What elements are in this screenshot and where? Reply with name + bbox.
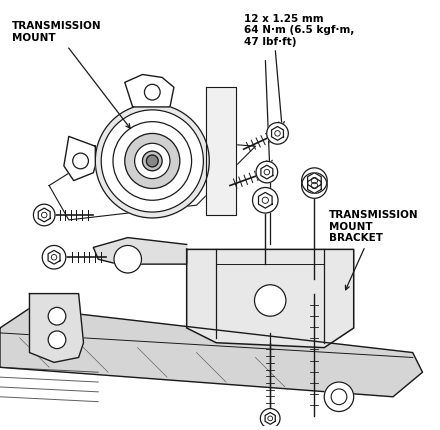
Circle shape: [302, 168, 327, 194]
Polygon shape: [93, 238, 187, 264]
Polygon shape: [258, 192, 272, 208]
Polygon shape: [64, 136, 95, 181]
Text: 12 x 1.25 mm
64 N·m (6.5 kgf·m,
47 lbf·ft): 12 x 1.25 mm 64 N·m (6.5 kgf·m, 47 lbf·f…: [244, 14, 354, 47]
Polygon shape: [271, 126, 283, 140]
Circle shape: [256, 161, 278, 183]
Circle shape: [260, 408, 280, 428]
Circle shape: [125, 133, 180, 188]
Circle shape: [324, 382, 354, 412]
Polygon shape: [265, 412, 275, 424]
Polygon shape: [308, 178, 321, 194]
Circle shape: [33, 204, 55, 226]
Circle shape: [114, 246, 142, 273]
Circle shape: [113, 122, 191, 200]
Circle shape: [253, 187, 278, 213]
Circle shape: [144, 84, 160, 100]
Polygon shape: [125, 74, 174, 107]
Circle shape: [143, 151, 162, 171]
Circle shape: [135, 143, 170, 178]
Text: TRANSMISSION
MOUNT
BRACKET: TRANSMISSION MOUNT BRACKET: [329, 210, 419, 290]
Polygon shape: [0, 308, 422, 397]
Polygon shape: [49, 136, 256, 220]
Circle shape: [101, 110, 203, 212]
Circle shape: [147, 155, 158, 167]
Polygon shape: [38, 208, 50, 222]
Circle shape: [95, 104, 209, 218]
Circle shape: [254, 285, 286, 316]
Circle shape: [267, 123, 288, 144]
Text: TRANSMISSION
MOUNT: TRANSMISSION MOUNT: [12, 22, 130, 128]
Polygon shape: [261, 165, 273, 179]
Polygon shape: [308, 173, 321, 188]
Polygon shape: [29, 294, 84, 362]
Polygon shape: [206, 87, 236, 215]
Circle shape: [73, 153, 88, 169]
Polygon shape: [187, 249, 354, 347]
Circle shape: [48, 307, 66, 325]
Circle shape: [42, 246, 66, 269]
Circle shape: [302, 173, 327, 198]
Polygon shape: [48, 250, 60, 264]
Circle shape: [48, 331, 66, 349]
